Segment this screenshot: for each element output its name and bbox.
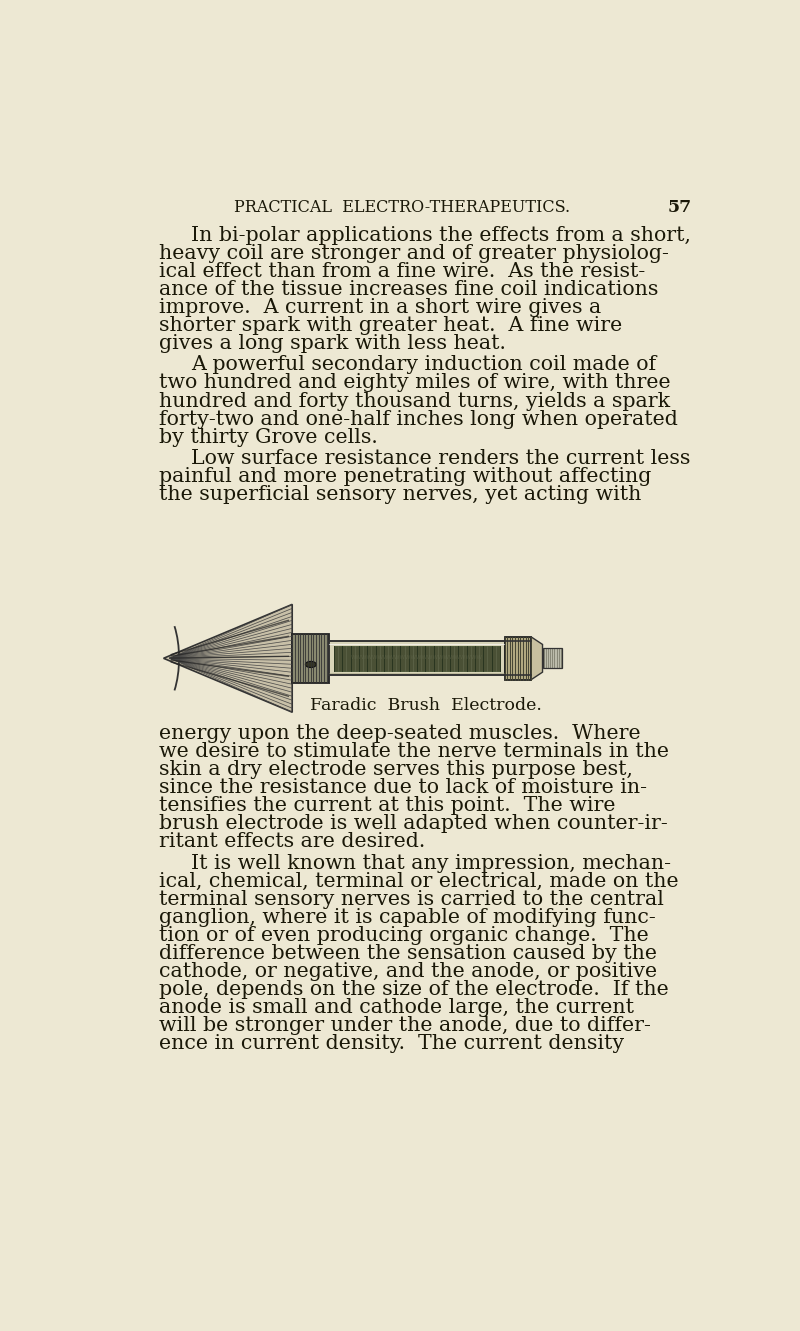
Text: anode is small and cathode large, the current: anode is small and cathode large, the cu… <box>159 998 634 1017</box>
Text: ence in current density.  The current density: ence in current density. The current den… <box>159 1034 624 1053</box>
Text: Low surface resistance renders the current less: Low surface resistance renders the curre… <box>191 449 691 469</box>
Text: shorter spark with greater heat.  A fine wire: shorter spark with greater heat. A fine … <box>159 315 622 335</box>
Text: heavy coil are stronger and of greater physiolog-: heavy coil are stronger and of greater p… <box>159 244 669 262</box>
Text: ical, chemical, terminal or electrical, made on the: ical, chemical, terminal or electrical, … <box>159 872 678 890</box>
Text: tion or of even producing organic change.  The: tion or of even producing organic change… <box>159 926 649 945</box>
Bar <box>558 648 560 668</box>
Text: two hundred and eighty miles of wire, with three: two hundred and eighty miles of wire, wi… <box>159 374 670 393</box>
Bar <box>545 648 546 668</box>
Text: brush electrode is well adapted when counter-ir-: brush electrode is well adapted when cou… <box>159 815 668 833</box>
Bar <box>330 642 505 675</box>
Text: It is well known that any impression, mechan-: It is well known that any impression, me… <box>191 853 671 873</box>
Bar <box>542 648 544 668</box>
Text: painful and more penetrating without affecting: painful and more penetrating without aff… <box>159 467 651 486</box>
Text: tensifies the current at this point.  The wire: tensifies the current at this point. The… <box>159 796 615 815</box>
Text: the superficial sensory nerves, yet acting with: the superficial sensory nerves, yet acti… <box>159 484 642 504</box>
Text: WWWWWWWWWWWWWWWWWWWWWWWW: WWWWWWWWWWWWWWWWWWWWWWWW <box>351 655 483 660</box>
Ellipse shape <box>306 662 316 668</box>
Text: ganglion, where it is capable of modifying func-: ganglion, where it is capable of modifyi… <box>159 908 656 926</box>
Bar <box>557 648 558 668</box>
Text: A powerful secondary induction coil made of: A powerful secondary induction coil made… <box>191 355 657 374</box>
Bar <box>561 648 562 668</box>
Bar <box>552 648 554 668</box>
Text: energy upon the deep-seated muscles.  Where: energy upon the deep-seated muscles. Whe… <box>159 724 641 743</box>
Bar <box>554 648 555 668</box>
Text: ical effect than from a fine wire.  As the resist-: ical effect than from a fine wire. As th… <box>159 262 645 281</box>
Text: difference between the sensation caused by the: difference between the sensation caused … <box>159 944 657 964</box>
Text: since the resistance due to lack of moisture in-: since the resistance due to lack of mois… <box>159 779 647 797</box>
Text: PRACTICAL  ELECTRO-THERAPEUTICS.: PRACTICAL ELECTRO-THERAPEUTICS. <box>234 200 570 216</box>
Text: gives a long spark with less heat.: gives a long spark with less heat. <box>159 334 506 353</box>
Text: we desire to stimulate the nerve terminals in the: we desire to stimulate the nerve termina… <box>159 741 669 761</box>
Bar <box>292 634 330 683</box>
Text: will be stronger under the anode, due to differ-: will be stronger under the anode, due to… <box>159 1017 650 1036</box>
Text: by thirty Grove cells.: by thirty Grove cells. <box>159 427 378 447</box>
Text: pole, depends on the size of the electrode.  If the: pole, depends on the size of the electro… <box>159 980 669 1000</box>
Text: In bi-polar applications the effects from a short,: In bi-polar applications the effects fro… <box>191 225 691 245</box>
Bar <box>549 648 550 668</box>
Polygon shape <box>531 636 542 680</box>
Text: forty-two and one-half inches long when operated: forty-two and one-half inches long when … <box>159 410 678 429</box>
Bar <box>544 648 545 668</box>
Text: ance of the tissue increases fine coil indications: ance of the tissue increases fine coil i… <box>159 280 658 299</box>
Bar <box>548 648 549 668</box>
Text: cathode, or negative, and the anode, or positive: cathode, or negative, and the anode, or … <box>159 962 657 981</box>
Polygon shape <box>163 604 292 712</box>
Bar <box>505 636 531 680</box>
Text: Faradic  Brush  Electrode.: Faradic Brush Electrode. <box>310 697 542 715</box>
Bar <box>560 648 561 668</box>
Bar <box>542 648 562 668</box>
Bar <box>550 648 551 668</box>
Text: 57: 57 <box>667 200 691 216</box>
Text: skin a dry electrode serves this purpose best,: skin a dry electrode serves this purpose… <box>159 760 633 779</box>
Bar <box>334 646 500 671</box>
Bar <box>551 648 552 668</box>
Bar <box>546 648 547 668</box>
Bar <box>555 648 557 668</box>
Text: hundred and forty thousand turns, yields a spark: hundred and forty thousand turns, yields… <box>159 391 670 410</box>
Text: terminal sensory nerves is carried to the central: terminal sensory nerves is carried to th… <box>159 889 664 909</box>
Text: ritant effects are desired.: ritant effects are desired. <box>159 832 425 852</box>
Text: improve.  A current in a short wire gives a: improve. A current in a short wire gives… <box>159 298 601 317</box>
Bar <box>547 648 548 668</box>
